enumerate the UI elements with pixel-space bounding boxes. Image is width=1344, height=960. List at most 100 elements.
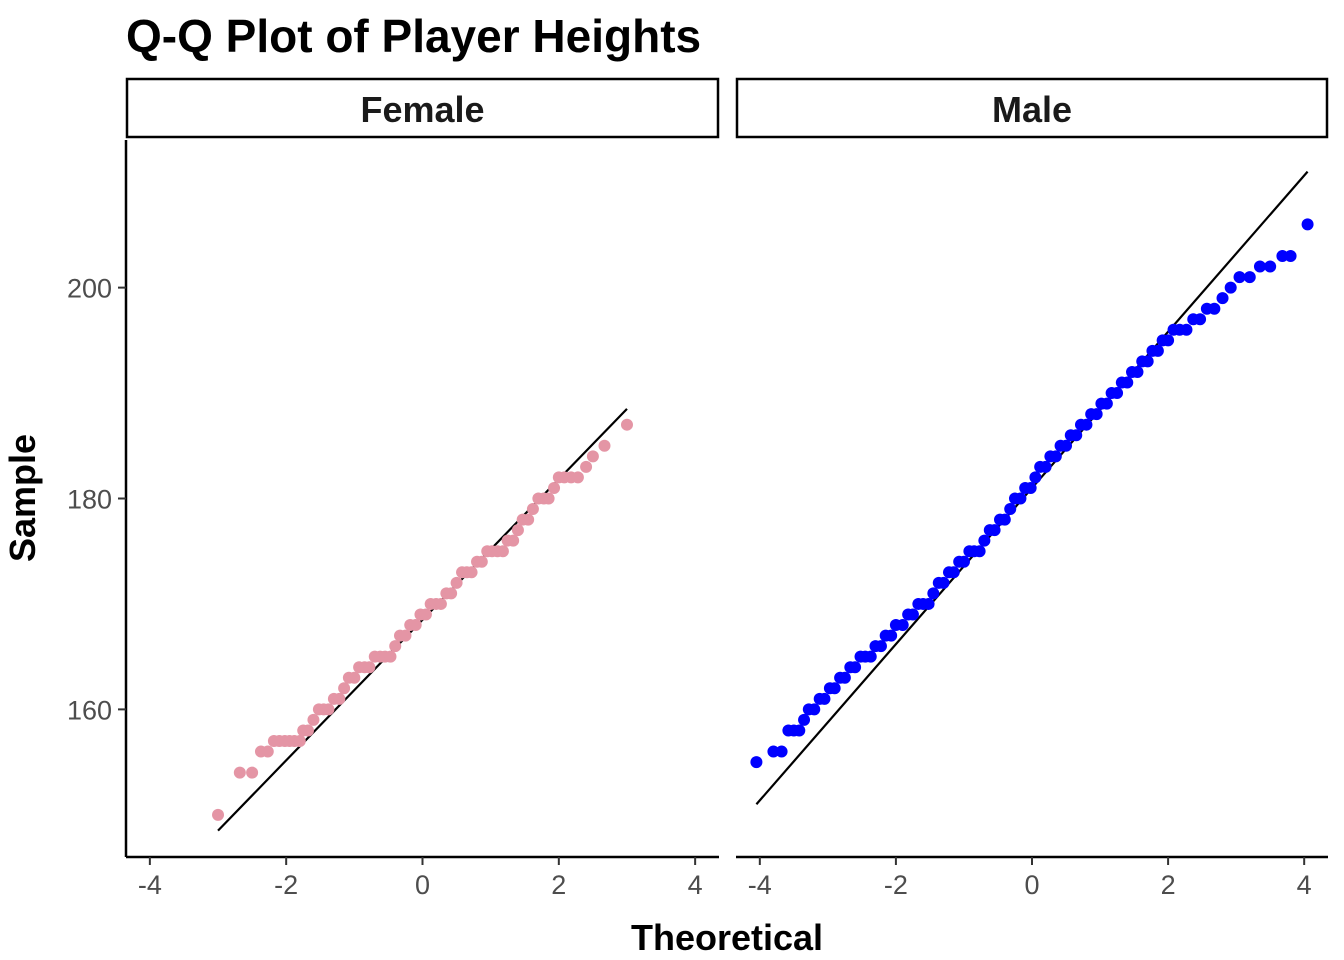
qq-point [775,745,788,758]
qq-point [885,629,898,642]
qq-point [906,608,919,621]
qq-point [896,619,909,632]
qq-point [409,619,422,632]
qq-point [1253,260,1266,273]
qq-point [620,418,633,431]
qq-point [1264,260,1277,273]
qq-point [1014,492,1027,505]
qq-point [548,481,561,494]
qq-point [507,534,520,547]
qq-point [363,661,376,674]
x-tick-label: 4 [688,870,703,900]
qq-point [526,503,539,516]
qq-point [1301,218,1314,231]
qq-point [496,545,509,558]
qq-point [1060,439,1073,452]
qq-point [922,597,935,610]
qq-point [384,650,397,663]
qq-point [233,766,246,779]
facet-strip-label: Male [992,89,1072,130]
qq-point [947,566,960,579]
qq-point [1194,313,1207,326]
qq-point [1029,471,1042,484]
qq-point [301,724,314,737]
x-axis-title: Theoretical [631,917,823,958]
qq-point [957,555,970,568]
qq-point [1080,418,1093,431]
qq-point [864,650,877,663]
y-axis-title: Sample [2,434,43,562]
qq-point [212,808,225,821]
x-tick-label: -2 [274,870,298,900]
qq-point [598,439,611,452]
qq-point [389,640,402,653]
qq-point [927,587,940,600]
qq-point [246,766,259,779]
qq-point [1070,429,1083,442]
qq-point [1180,323,1193,336]
qq-point [998,513,1011,526]
qq-point [1090,408,1103,421]
facet-panels: Female -4 -2 0 2 4 Male -4 -2 0 2 4 [125,77,1329,900]
x-tick-label: 2 [551,870,566,900]
qq-point [465,566,478,579]
qq-point [1208,302,1221,315]
qq-point [1049,450,1062,463]
qq-point [1216,292,1229,305]
qq-point [522,513,535,526]
qq-point [838,671,851,684]
qq-point [808,703,821,716]
x-tick-label: -4 [748,870,772,900]
y-axis: 160 180 200 [67,140,128,857]
qq-point [261,745,274,758]
qq-point [988,524,1001,537]
qq-point [542,492,555,505]
qq-point [580,460,593,473]
qq-point [973,545,986,558]
qq-point [818,692,831,705]
qq-point [348,671,361,684]
y-tick-label: 180 [67,485,112,515]
x-tick-label: -2 [884,870,908,900]
y-tick-label: 160 [67,695,112,725]
qq-point [793,724,806,737]
qq-point [1039,460,1052,473]
qq-point [293,735,306,748]
qq-point [434,597,447,610]
qq-point [1162,334,1175,347]
qq-point [1121,376,1134,389]
qq-point [937,576,950,589]
qq-point [750,756,763,769]
qq-point [1243,271,1256,284]
qq-point [1151,344,1164,357]
panel-female: Female -4 -2 0 2 4 [125,77,720,900]
x-tick-label: 0 [415,870,430,900]
qq-point [1224,281,1237,294]
qq-point [978,534,991,547]
qq-point [798,713,811,726]
qq-point [419,608,432,621]
x-tick-label: 2 [1161,870,1176,900]
qq-point [333,692,346,705]
x-tick-label: 0 [1024,870,1039,900]
qq-point [322,703,335,716]
qq-point [1141,355,1154,368]
qq-point [511,524,524,537]
qq-point [849,661,862,674]
facet-strip [125,77,720,139]
y-tick-label: 200 [67,274,112,304]
qq-point [586,450,599,463]
x-tick-label: -4 [138,870,162,900]
qq-point [338,682,351,695]
facet-strip-label: Female [360,89,484,130]
qq-point [874,640,887,653]
qq-point [1233,271,1246,284]
qq-point [1131,365,1144,378]
qq-point [1111,387,1124,400]
qq-point [571,471,584,484]
facet-strip [735,77,1329,139]
qq-point [307,713,320,726]
qq-point [828,682,841,695]
x-tick-label: 4 [1297,870,1312,900]
